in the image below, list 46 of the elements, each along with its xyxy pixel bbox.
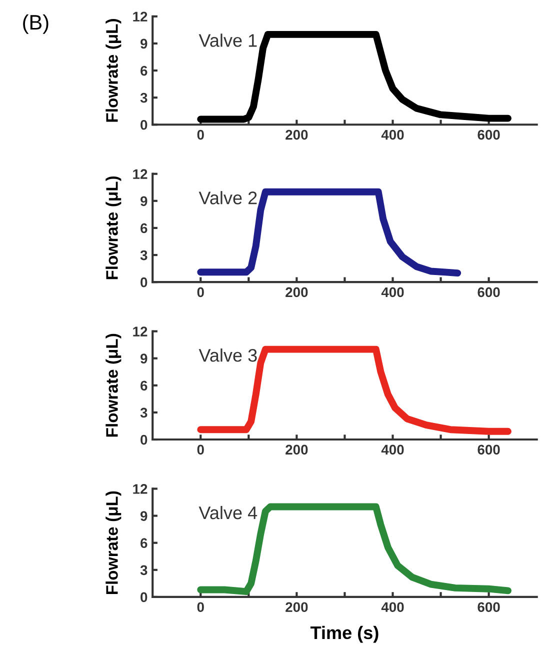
x-tick-label: 200 <box>286 130 308 140</box>
y-tick-label: 6 <box>140 66 148 76</box>
x-tick-label: 200 <box>286 602 308 612</box>
y-tick-label: 12 <box>133 484 148 494</box>
text: (B) <box>23 14 48 34</box>
series-label: Valve 4 <box>198 506 258 520</box>
series-label: Valve 2 <box>198 191 257 204</box>
x-tick-label: 0 <box>197 130 204 140</box>
x-axis-title: Time (s) <box>310 626 378 643</box>
series-label: Valve 3 <box>198 348 257 362</box>
x-tick-label: 600 <box>478 287 500 298</box>
y-tick-label: 9 <box>140 38 148 49</box>
y-tick-label: 9 <box>140 354 148 364</box>
y-axis-title: Flowrate (μL) <box>106 176 122 280</box>
y-tick-label: 0 <box>140 434 148 445</box>
y-tick-label: 12 <box>133 326 148 336</box>
x-tick-label: 400 <box>381 130 404 140</box>
y-tick-label: 6 <box>140 380 148 391</box>
x-tick-label: 600 <box>478 444 500 455</box>
x-tick-label: 600 <box>478 602 500 612</box>
x-tick-label: 400 <box>381 602 404 612</box>
x-tick-label: 400 <box>381 287 404 298</box>
y-tick-label: 9 <box>140 196 148 206</box>
y-axis-title: Flowrate (μL) <box>106 334 122 437</box>
y-axis-title: Flowrate (μL) <box>106 19 122 122</box>
y-tick-label: 0 <box>140 120 148 130</box>
y-tick-label: 12 <box>133 12 148 22</box>
y-tick-label: 3 <box>140 92 148 103</box>
x-tick-label: 200 <box>286 287 308 298</box>
y-axis-title: Flowrate (μL) <box>106 491 122 594</box>
x-tick-label: 600 <box>478 130 500 140</box>
series-label: Valve 1 <box>198 34 257 47</box>
x-tick-label: 0 <box>197 287 204 298</box>
y-tick-label: 3 <box>140 408 148 418</box>
y-tick-label: 9 <box>140 511 148 521</box>
y-tick-label: 12 <box>133 169 148 179</box>
y-tick-label: 6 <box>140 223 148 234</box>
x-tick-label: 400 <box>381 444 404 455</box>
y-tick-label: 3 <box>140 250 148 260</box>
x-tick-label: 200 <box>286 444 308 455</box>
y-tick-label: 0 <box>140 277 148 288</box>
x-tick-label: 0 <box>197 444 204 455</box>
y-tick-label: 0 <box>140 592 148 602</box>
y-tick-label: 6 <box>140 538 148 548</box>
x-tick-label: 0 <box>197 602 204 612</box>
y-tick-label: 3 <box>140 565 148 576</box>
